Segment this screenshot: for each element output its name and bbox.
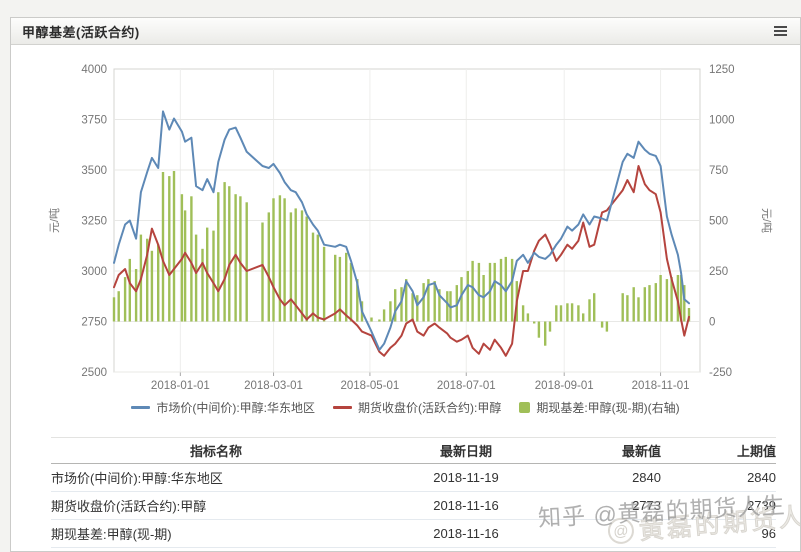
x-axis-label: 2018-07-01	[437, 380, 496, 392]
col-header-latest-date: 最新日期	[439, 444, 492, 459]
left-axis-title: 元/吨	[48, 208, 61, 233]
basis-bars	[112, 171, 691, 346]
legend-line-marker	[333, 406, 352, 409]
y-axis-right-label: 1000	[709, 115, 735, 127]
legend-square-marker	[519, 402, 531, 413]
prev-value: 2840	[747, 470, 776, 485]
table-row: 期货收盘价(活跃合约):甲醇 2018-11-16 2773 2739	[51, 492, 776, 520]
y-axis-left-label: 3500	[81, 165, 107, 177]
legend-item-0[interactable]: 市场价(中间价):甲醇:华东地区	[131, 399, 315, 416]
y-axis-left-label: 3000	[81, 266, 107, 278]
y-axis-left-label: 2750	[81, 317, 107, 329]
right-axis-title: 元/吨	[760, 208, 773, 233]
table-row: 期现基差:甲醇(现-期) 2018-11-16 96	[51, 520, 776, 548]
y-axis-right-label: 0	[709, 317, 715, 329]
y-axis-right-label: 500	[709, 216, 728, 228]
x-axis-label: 2018-09-01	[535, 380, 594, 392]
col-header-latest-value: 最新值	[621, 444, 661, 459]
col-header-indicator: 指标名称	[189, 444, 242, 459]
y-axis-right-label: 250	[709, 266, 728, 278]
y-axis-right-label: 1250	[709, 64, 735, 76]
legend-line-marker	[131, 406, 151, 409]
y-axis-left-label: 3250	[81, 216, 107, 228]
table-header-row: 指标名称 最新日期 最新值 上期值	[51, 437, 776, 464]
table-row: 市场价(中间价):甲醇:华东地区 2018-11-19 2840 2840	[51, 464, 776, 492]
y-axis-left-label: 3750	[81, 115, 107, 127]
latest-date: 2018-11-16	[433, 526, 499, 541]
latest-date: 2018-11-19	[433, 470, 499, 485]
latest-value: 2773	[632, 498, 661, 513]
col-header-prev-value: 上期值	[736, 444, 776, 459]
y-axis-left-label: 4000	[81, 64, 107, 76]
x-axis-label: 2018-05-01	[340, 380, 399, 392]
x-axis-label: 2018-11-01	[632, 380, 690, 392]
prev-value: 96	[761, 526, 776, 541]
y-axis-right-label: -250	[709, 367, 732, 379]
legend-label: 期现基差:甲醇(现-期)(右轴)	[536, 401, 680, 415]
prev-value: 2739	[747, 498, 776, 513]
x-axis-label: 2018-03-01	[244, 380, 303, 392]
spot-price-line	[113, 110, 690, 351]
x-axis-label: 2018-01-01	[151, 380, 210, 392]
indicator-table: 指标名称 最新日期 最新值 上期值 市场价(中间价):甲醇:华东地区 2018-…	[51, 437, 776, 548]
futures-price-line	[113, 165, 690, 357]
legend-label: 期货收盘价(活跃合约):甲醇	[358, 401, 502, 415]
chart-legend: 市场价(中间价):甲醇:华东地区 期货收盘价(活跃合约):甲醇 期现基差:甲醇(现-…	[11, 399, 800, 416]
latest-date: 2018-11-16	[433, 498, 499, 513]
y-axis-right-label: 750	[709, 165, 728, 177]
page-title: 甲醇基差(活跃合约)	[22, 24, 140, 40]
indicator-name: 期货收盘价(活跃合约):甲醇	[51, 499, 207, 514]
indicator-name: 市场价(中间价):甲醇:华东地区	[51, 471, 223, 486]
legend-item-1[interactable]: 期货收盘价(活跃合约):甲醇	[333, 399, 501, 416]
panel-titlebar: 甲醇基差(活跃合约)	[11, 18, 800, 45]
indicator-name: 期现基差:甲醇(现-期)	[51, 527, 172, 542]
legend-label: 市场价(中间价):甲醇:华东地区	[156, 401, 315, 415]
latest-value: 2840	[632, 470, 661, 485]
basis-chart: 2018-01-01 2018-03-01 2018-05-01 2018-07-01…	[48, 64, 773, 392]
quote-panel: 甲醇基差(活跃合约) 2018-01-01 2018-03-01 2018-05-0…	[10, 17, 801, 552]
y-axis-left-label: 2500	[81, 367, 107, 379]
legend-item-2[interactable]: 期现基差:甲醇(现-期)(右轴)	[519, 399, 680, 416]
menu-icon[interactable]	[772, 24, 789, 38]
